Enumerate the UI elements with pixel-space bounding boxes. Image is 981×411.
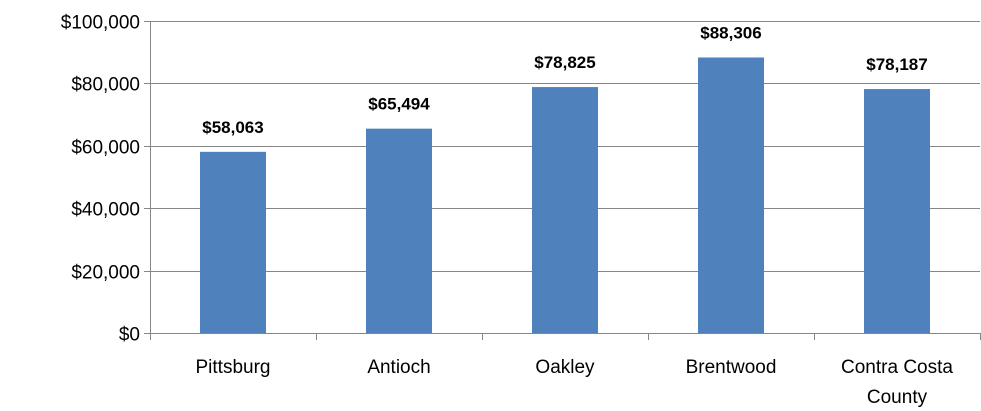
bar-antioch [366,128,432,333]
x-tick-label: Pittsburg [196,357,271,378]
x-tick-label: Brentwood [686,357,777,378]
data-label: $78,187 [866,55,927,74]
y-tick-label: $40,000 [71,200,140,221]
x-tick-label: County [867,387,928,408]
y-tick-label: $80,000 [71,75,140,96]
x-tick-label: Oakley [535,357,595,378]
y-tick-label: $0 [119,325,140,346]
bar-contra-costa-county [864,89,930,334]
x-tick-label: Antioch [367,357,430,378]
data-label: $78,825 [534,53,595,72]
data-label: $58,063 [202,118,263,137]
y-tick-label: $60,000 [71,138,140,159]
bars [200,57,930,334]
y-tick-label: $20,000 [71,263,140,284]
y-tick-label: $100,000 [61,13,140,34]
labels: $0 $20,000 $40,000 $60,000 $80,000 $100,000 $5… [61,13,954,409]
data-label: $65,494 [368,95,430,114]
bar-pittsburg [200,151,266,333]
axes [144,21,981,340]
x-tick-label: Contra Costa [841,357,953,378]
bar-brentwood [698,57,764,333]
data-label: $88,306 [700,23,761,42]
bar-oakley [532,87,598,333]
